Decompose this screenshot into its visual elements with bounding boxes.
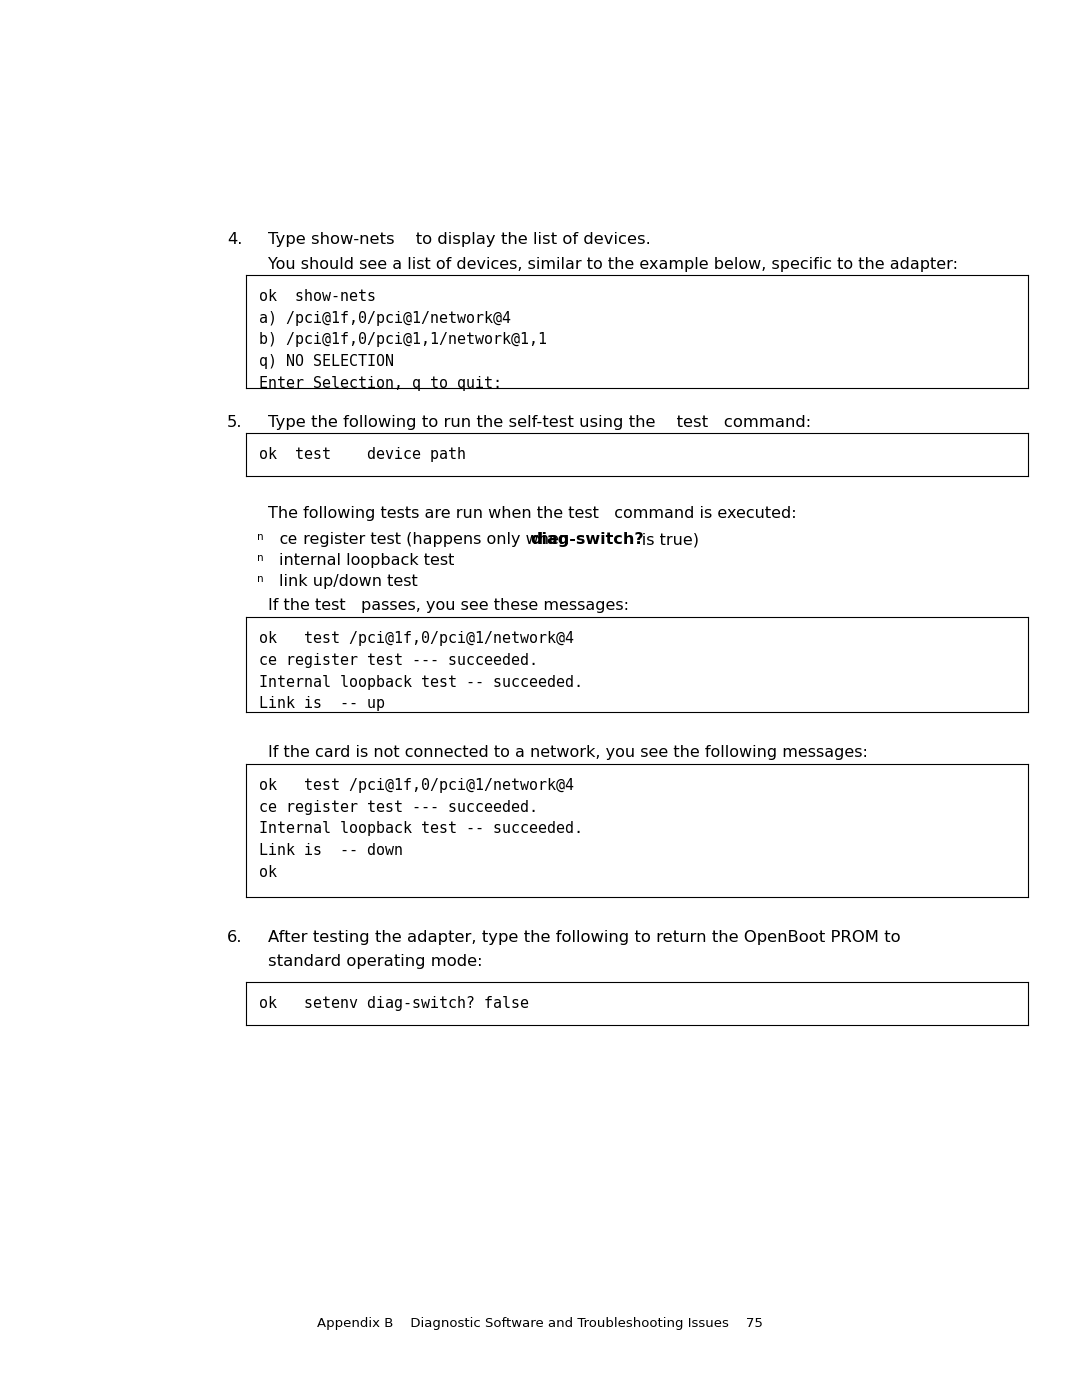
- Text: a) /pci@1f,0/pci@1/network@4: a) /pci@1f,0/pci@1/network@4: [259, 312, 511, 326]
- Text: ce: ce: [279, 532, 298, 548]
- Text: 4.: 4.: [227, 232, 242, 247]
- Text: ce register test --- succeeded.: ce register test --- succeeded.: [259, 652, 538, 668]
- Text: You should see a list of devices, similar to the example below, specific to the : You should see a list of devices, simila…: [268, 257, 958, 272]
- Text: Appendix B    Diagnostic Software and Troubleshooting Issues    75: Appendix B Diagnostic Software and Troub…: [318, 1317, 762, 1330]
- Text: ce register test --- succeeded.: ce register test --- succeeded.: [259, 799, 538, 814]
- Text: register test (happens only when: register test (happens only when: [298, 532, 575, 548]
- Text: Link is  -- up: Link is -- up: [259, 696, 386, 711]
- Text: internal loopback test: internal loopback test: [279, 553, 454, 569]
- Text: 5.: 5.: [227, 415, 242, 430]
- Text: 6.: 6.: [227, 930, 242, 946]
- Text: Type show-nets    to display the list of devices.: Type show-nets to display the list of de…: [268, 232, 650, 247]
- Text: ok  test    device path: ok test device path: [259, 447, 467, 462]
- Text: Type the following to run the self-test using the    test   command:: Type the following to run the self-test …: [268, 415, 811, 430]
- Text: n: n: [257, 574, 264, 584]
- Text: Internal loopback test -- succeeded.: Internal loopback test -- succeeded.: [259, 821, 583, 837]
- Text: diag-switch?: diag-switch?: [530, 532, 644, 548]
- Text: The following tests are run when the test   command is executed:: The following tests are run when the tes…: [268, 506, 796, 521]
- Text: n: n: [257, 532, 264, 542]
- Text: Link is  -- down: Link is -- down: [259, 844, 403, 858]
- Text: If the test   passes, you see these messages:: If the test passes, you see these messag…: [268, 598, 629, 613]
- Text: ok   test /pci@1f,0/pci@1/network@4: ok test /pci@1f,0/pci@1/network@4: [259, 778, 575, 793]
- Text: Internal loopback test -- succeeded.: Internal loopback test -- succeeded.: [259, 675, 583, 690]
- Text: standard operating mode:: standard operating mode:: [268, 954, 483, 970]
- Text: ok   test /pci@1f,0/pci@1/network@4: ok test /pci@1f,0/pci@1/network@4: [259, 631, 575, 647]
- Text: After testing the adapter, type the following to return the OpenBoot PROM to: After testing the adapter, type the foll…: [268, 930, 901, 946]
- Text: q) NO SELECTION: q) NO SELECTION: [259, 353, 394, 369]
- Text: is true): is true): [611, 532, 699, 548]
- Text: ok: ok: [259, 865, 278, 880]
- Text: ok   setenv diag-switch? false: ok setenv diag-switch? false: [259, 996, 529, 1011]
- Text: If the card is not connected to a network, you see the following messages:: If the card is not connected to a networ…: [268, 745, 867, 760]
- Text: Enter Selection, q to quit:: Enter Selection, q to quit:: [259, 376, 502, 391]
- Text: link up/down test: link up/down test: [279, 574, 417, 590]
- Text: n: n: [257, 553, 264, 563]
- Text: ok  show-nets: ok show-nets: [259, 289, 376, 305]
- Text: b) /pci@1f,0/pci@1,1/network@1,1: b) /pci@1f,0/pci@1,1/network@1,1: [259, 332, 548, 348]
